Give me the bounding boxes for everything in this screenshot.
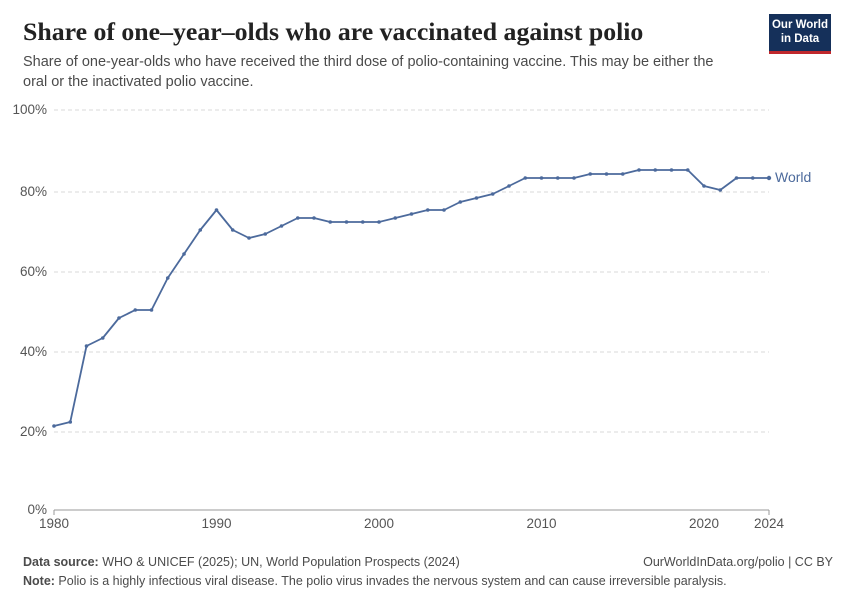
svg-text:40%: 40% — [20, 344, 47, 359]
svg-text:0%: 0% — [27, 502, 47, 517]
svg-text:2024: 2024 — [754, 516, 785, 530]
svg-text:2020: 2020 — [689, 516, 719, 530]
svg-text:20%: 20% — [20, 424, 47, 439]
svg-text:World: World — [775, 169, 811, 185]
svg-text:100%: 100% — [12, 102, 47, 117]
svg-text:1980: 1980 — [39, 516, 69, 530]
svg-text:2000: 2000 — [364, 516, 394, 530]
svg-text:60%: 60% — [20, 264, 47, 279]
svg-text:2010: 2010 — [526, 516, 556, 530]
svg-text:1990: 1990 — [201, 516, 231, 530]
svg-text:80%: 80% — [20, 184, 47, 199]
